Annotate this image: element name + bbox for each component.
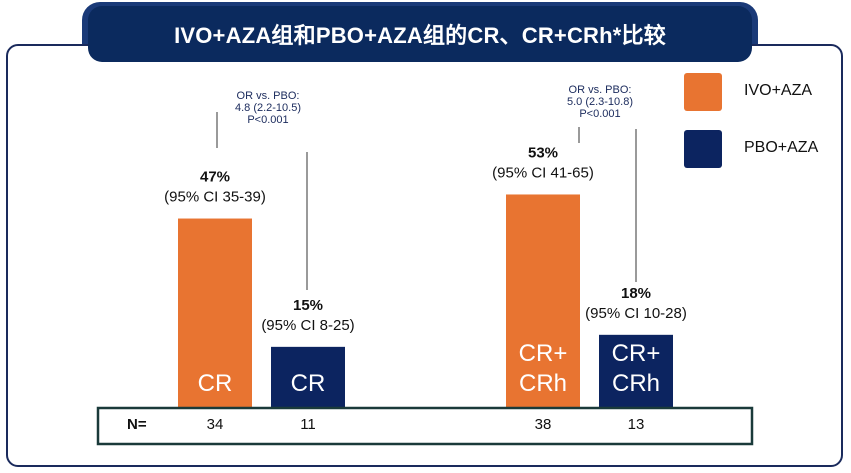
data-label-ci: (95% CI 10-28) — [585, 305, 687, 322]
legend-label-ivo: IVO+AZA — [744, 82, 813, 99]
comparison-text-1: OR vs. PBO: — [237, 90, 300, 102]
comparison-text-3: P<0.001 — [579, 108, 620, 120]
bar-inner-label: CR+ — [612, 340, 661, 367]
bar-pbo-1 — [599, 334, 673, 407]
comparison-text-3: P<0.001 — [247, 114, 288, 126]
bar-inner-label: CR — [291, 370, 326, 397]
legend-swatch-pbo — [684, 130, 722, 168]
n-value: 11 — [300, 416, 316, 433]
n-value: 13 — [628, 416, 645, 433]
comparison-text-1: OR vs. PBO: — [569, 84, 632, 96]
data-label-pct: 18% — [621, 285, 651, 302]
bar-inner-label: CRh — [612, 370, 660, 397]
bar-ivo-0 — [178, 218, 252, 407]
data-label-pct: 47% — [200, 169, 230, 186]
data-label-ci: (95% CI 41-65) — [492, 164, 594, 181]
chart-title: IVO+AZA组和PBO+AZA组的CR、CR+CRh*比较 — [174, 23, 666, 48]
n-label: N= — [127, 416, 147, 433]
comparison-text-2: 5.0 (2.3-10.8) — [567, 96, 633, 108]
data-label-ci: (95% CI 35-39) — [164, 189, 266, 206]
data-label-pct: 53% — [528, 144, 558, 161]
bar-ivo-1 — [506, 194, 580, 407]
legend-label-pbo: PBO+AZA — [744, 139, 819, 156]
chart-frame — [6, 44, 843, 467]
bar-pbo-0 — [271, 346, 345, 407]
n-value: 34 — [207, 416, 224, 433]
title-banner: IVO+AZA组和PBO+AZA组的CR、CR+CRh*比较 — [82, 2, 758, 66]
comparison-text-2: 4.8 (2.2-10.5) — [235, 102, 301, 114]
data-label-pct: 15% — [293, 297, 323, 314]
n-value: 38 — [535, 416, 552, 433]
n-table — [96, 406, 754, 446]
bar-inner-label: CR — [198, 370, 233, 397]
data-label-ci: (95% CI 8-25) — [261, 317, 354, 334]
bar-inner-label: CRh — [519, 370, 567, 397]
legend-swatch-ivo — [684, 73, 722, 111]
bar-inner-label: CR+ — [519, 340, 568, 367]
